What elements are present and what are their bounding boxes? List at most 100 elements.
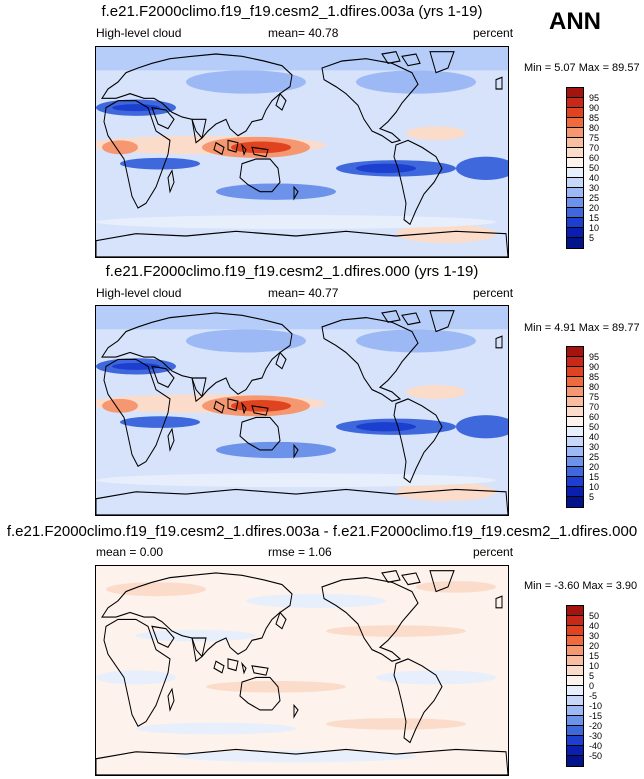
- colorbar-swatch: [567, 347, 583, 357]
- panel-1-mean-label: mean= 40.78: [268, 26, 339, 40]
- panel-3-title: f.e21.F2000climo.f19_f19.cesm2_1.dfires.…: [6, 523, 638, 540]
- colorbar-tick-label: 15: [589, 471, 600, 482]
- colorbar-swatch: [567, 198, 583, 208]
- colorbar-swatch: [567, 746, 583, 756]
- colorbar-swatch: [567, 616, 583, 626]
- panel-3-mean-label: mean = 0.00: [96, 545, 164, 559]
- panel-1-title: f.e21.F2000climo.f19_f19.cesm2_1.dfires.…: [101, 3, 483, 20]
- colorbar-tick-label: 60: [589, 152, 600, 163]
- colorbar-swatch: [567, 606, 583, 616]
- panel-2-variable-label: High-level cloud: [96, 286, 182, 300]
- colorbar-swatch: [567, 497, 583, 507]
- colorbar-tick-label: 5: [589, 491, 595, 502]
- colorbar-swatch: [567, 676, 583, 686]
- colorbar-swatch: [567, 218, 583, 228]
- colorbar-swatch: [567, 407, 583, 417]
- colorbar-swatch: [567, 208, 583, 218]
- colorbar-swatch: [567, 357, 583, 367]
- colorbar-swatch: [567, 118, 583, 128]
- colorbar-tick-label: 85: [589, 371, 600, 382]
- colorbar-swatch: [567, 626, 583, 636]
- colorbar-swatch: [567, 447, 583, 457]
- colorbar-swatch: [567, 387, 583, 397]
- colorbar-swatch: [567, 427, 583, 437]
- panel-2-map: [95, 305, 509, 516]
- panel-3-units-label: percent: [473, 545, 514, 559]
- colorbar-tick-label: 70: [589, 401, 600, 412]
- colorbar-swatch: [567, 696, 583, 706]
- season-label: ANN: [549, 8, 601, 35]
- colorbar-swatch: [567, 706, 583, 716]
- colorbar-tick-label: 75: [589, 132, 600, 143]
- panel-1-units-label: percent: [473, 26, 514, 40]
- colorbar-swatch: [567, 636, 583, 646]
- colorbar-swatch: [567, 178, 583, 188]
- panel-3-minmax: Min = -3.60 Max = 3.90: [524, 580, 638, 592]
- colorbar-tick-label: 80: [589, 122, 600, 133]
- colorbar-tick-label: 60: [589, 411, 600, 422]
- panel-3-map: [95, 565, 509, 776]
- colorbar-swatch: [567, 686, 583, 696]
- colorbar-tick-label: 15: [589, 212, 600, 223]
- colorbar-swatch: [567, 128, 583, 138]
- colorbar-swatch: [567, 656, 583, 666]
- colorbar-swatch: [567, 397, 583, 407]
- colorbar-tick-label: -10: [589, 700, 603, 711]
- colorbar-tick-label: 95: [589, 351, 600, 362]
- colorbar-tick-label: 30: [589, 182, 600, 193]
- colorbar-swatch: [567, 138, 583, 148]
- colorbar-tick-label: 5: [589, 670, 595, 681]
- colorbar-swatch: [567, 98, 583, 108]
- colorbar-swatch: [567, 726, 583, 736]
- panel-2-title: f.e21.F2000climo.f19_f19.cesm2_1.dfires.…: [105, 263, 479, 280]
- colorbar-swatch: [567, 168, 583, 178]
- colorbar-swatch: [567, 367, 583, 377]
- colorbar-tick-label: 40: [589, 431, 600, 442]
- colorbar-tick-label: 25: [589, 192, 600, 203]
- colorbar-swatch: [567, 477, 583, 487]
- colorbar-swatch: [567, 88, 583, 98]
- colorbar-tick-label: 10: [589, 481, 600, 492]
- colorbar-swatch: [567, 467, 583, 477]
- colorbar-tick-label: 85: [589, 112, 600, 123]
- colorbar-swatch: [567, 417, 583, 427]
- panel-2-units-label: percent: [473, 286, 514, 300]
- colorbar-tick-label: 20: [589, 461, 600, 472]
- colorbar-swatch: [567, 108, 583, 118]
- colorbar-swatch: [567, 148, 583, 158]
- panel-1-variable-label: High-level cloud: [96, 26, 182, 40]
- colorbar-tick-label: 10: [589, 222, 600, 233]
- colorbar-tick-label: -15: [589, 710, 603, 721]
- panel-2-minmax: Min = 4.91 Max = 89.77: [524, 322, 640, 334]
- colorbar-tick-label: 25: [589, 451, 600, 462]
- colorbar-tick-label: -50: [589, 750, 603, 761]
- panel-1-minmax: Min = 5.07 Max = 89.57: [524, 62, 640, 74]
- colorbar-tick-label: 10: [589, 660, 600, 671]
- colorbar-tick-label: 70: [589, 142, 600, 153]
- panel-2-colorbar: 95 90 85 80 75 70 60 50 40 30 25 20 15 10 5: [566, 346, 599, 508]
- colorbar-tick-label: 15: [589, 650, 600, 661]
- colorbar-swatch: [567, 666, 583, 676]
- colorbar-swatch: [567, 736, 583, 746]
- colorbar-swatch: [567, 716, 583, 726]
- colorbar-swatch: [567, 437, 583, 447]
- colorbar-swatch: [567, 158, 583, 168]
- panel-2-mean-label: mean= 40.77: [268, 286, 339, 300]
- colorbar-swatch: [567, 487, 583, 497]
- colorbar-tick-label: 5: [589, 232, 595, 243]
- colorbar-swatch: [567, 377, 583, 387]
- colorbar-tick-label: 50: [589, 421, 600, 432]
- colorbar-tick-label: 90: [589, 361, 600, 372]
- colorbar-tick-label: 95: [589, 92, 600, 103]
- colorbar-tick-label: -5: [589, 690, 598, 701]
- colorbar-tick-label: 50: [589, 162, 600, 173]
- colorbar-tick-label: 20: [589, 202, 600, 213]
- colorbar-tick-label: 80: [589, 381, 600, 392]
- colorbar-tick-label: -20: [589, 720, 603, 731]
- panel-3-colorbar: 50 40 30 20 15 10 5 0 -5 -10 -15 -20 -30 -40 -50: [566, 605, 602, 767]
- panel-1-colorbar: 95 90 85 80 75 70 60 50 40 30 25 20 15 10 5: [566, 87, 599, 249]
- colorbar-tick-label: -40: [589, 740, 603, 751]
- colorbar-tick-label: -30: [589, 730, 603, 741]
- colorbar-swatch: [567, 188, 583, 198]
- colorbar-tick-label: 90: [589, 102, 600, 113]
